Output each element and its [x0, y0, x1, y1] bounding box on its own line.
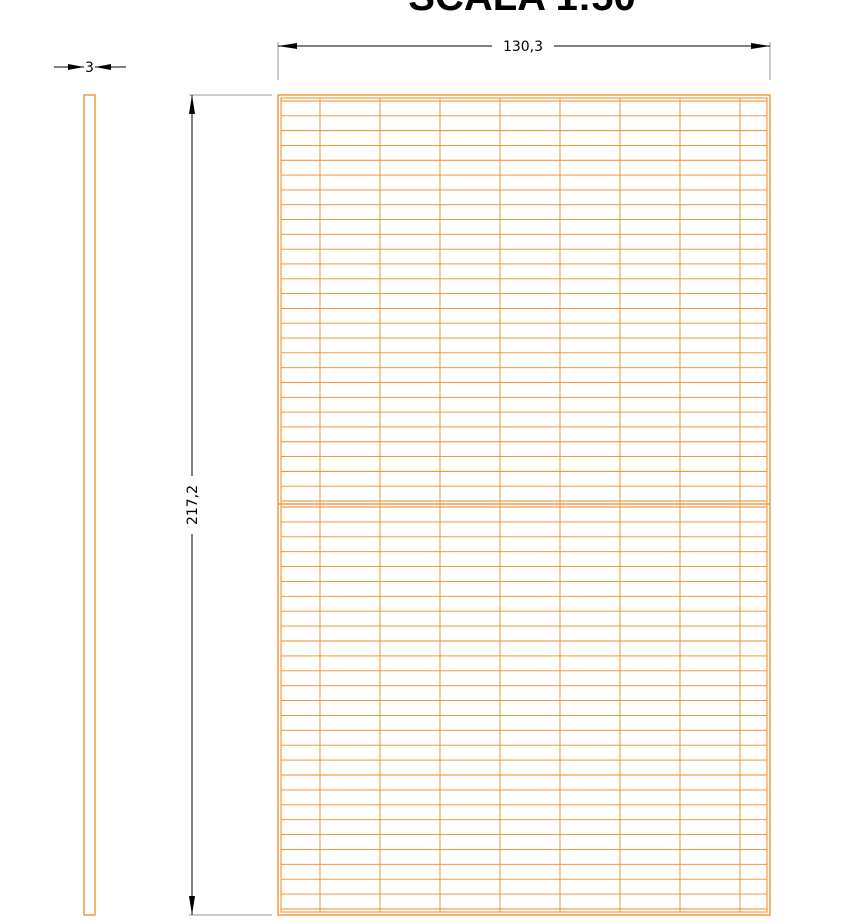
drawing-title: SCALA 1:50 [408, 0, 635, 19]
side-view [83, 94, 96, 916]
panel-front-view [277, 94, 771, 916]
thickness-arrow-left [68, 64, 84, 70]
width-label: 130,3 [503, 39, 543, 55]
height-label: 217,2 [185, 485, 201, 525]
panel-outer-frame [277, 94, 771, 916]
thickness-label: 3 [85, 60, 94, 76]
height-dimension: 217,2 [185, 94, 272, 916]
width-arrow-right [751, 43, 770, 49]
width-arrow-left [278, 43, 297, 49]
thickness-arrow-right [95, 64, 111, 70]
width-dimension: 130,3 [277, 39, 771, 80]
height-arrow-top [189, 95, 195, 114]
height-arrow-bottom [189, 896, 195, 915]
thickness-dimension: 3 [54, 60, 126, 76]
panel-inner-frame [280, 97, 768, 913]
side-view-outline [83, 94, 96, 916]
panel-cell-grid [281, 98, 767, 912]
